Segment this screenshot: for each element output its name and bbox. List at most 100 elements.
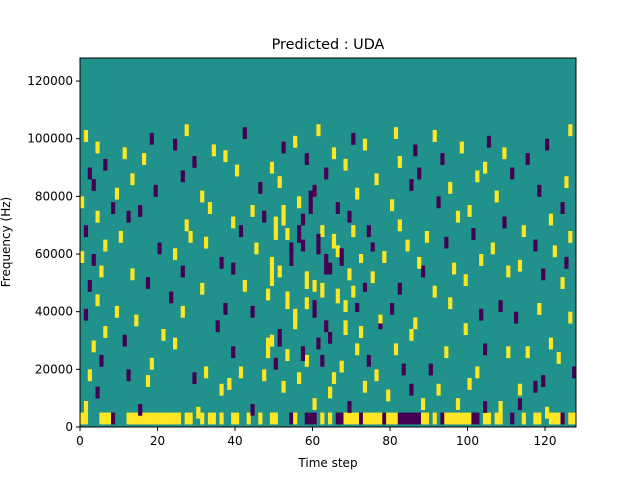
heatmap-cell xyxy=(362,282,368,292)
heatmap-cell xyxy=(184,124,189,137)
heatmap-cell xyxy=(324,254,329,275)
heatmap-cell xyxy=(316,337,321,350)
heatmap-cell xyxy=(145,375,151,387)
heatmap-cell xyxy=(320,354,325,367)
heatmap-cell xyxy=(417,167,422,180)
heatmap-cell xyxy=(184,219,189,232)
heatmap-cell xyxy=(142,153,147,165)
heatmap-cell xyxy=(413,317,418,330)
heatmap-cell xyxy=(273,216,278,240)
heatmap-cell xyxy=(537,184,542,197)
heatmap-cell xyxy=(351,225,356,238)
heatmap-cell xyxy=(188,230,193,243)
heatmap-cell xyxy=(192,156,197,168)
heatmap-cell xyxy=(169,412,174,425)
heatmap-cell xyxy=(335,245,340,258)
heatmap-cell xyxy=(277,176,282,189)
heatmap-cell xyxy=(153,184,158,197)
heatmap-cell xyxy=(541,268,546,281)
heatmap-cell xyxy=(498,300,503,312)
y-tick-label: 100000 xyxy=(27,132,73,146)
heatmap-cell xyxy=(444,412,449,425)
heatmap-cell xyxy=(304,153,309,165)
x-tick-label: 40 xyxy=(227,434,242,448)
heatmap-cell xyxy=(366,412,371,425)
heatmap-cell xyxy=(114,305,120,318)
heatmap-cell xyxy=(409,412,414,425)
heatmap-cell xyxy=(572,366,577,379)
heatmap-cell xyxy=(289,242,294,266)
heatmap-cell xyxy=(471,412,476,425)
heatmap-cell xyxy=(250,305,255,318)
y-axis: 0 20000 40000 60000 80000 100000 120000 xyxy=(27,74,80,434)
heatmap-cell xyxy=(130,268,135,281)
heatmap-cell xyxy=(467,412,472,425)
heatmap-cell xyxy=(312,398,317,410)
heatmap-cell xyxy=(517,383,523,396)
heatmap-cell xyxy=(448,181,453,194)
heatmap-cell xyxy=(103,326,108,338)
heatmap-cell xyxy=(83,225,89,238)
plot-frame xyxy=(79,57,577,428)
heatmap-cell xyxy=(393,343,399,356)
heatmap-cell xyxy=(560,412,565,425)
heatmap-cell xyxy=(312,412,317,425)
heatmap-cell xyxy=(490,242,495,255)
heatmap-cell xyxy=(436,196,441,209)
y-tick-label: 40000 xyxy=(35,305,73,319)
heatmap-cell xyxy=(219,256,224,269)
heatmap-cell xyxy=(149,412,154,425)
heatmap-cell xyxy=(564,256,569,269)
heatmap-cell xyxy=(99,265,104,278)
heatmap-cell xyxy=(432,412,437,425)
heatmap-cell xyxy=(316,124,321,137)
heatmap-cell xyxy=(370,412,375,425)
heatmap-cell xyxy=(250,205,255,217)
heatmap-cell xyxy=(308,412,313,425)
heatmap-cell xyxy=(269,161,275,174)
heatmap-cell xyxy=(157,242,162,255)
heatmap-cell xyxy=(331,147,337,160)
heatmap-cell xyxy=(405,412,410,425)
heatmap-cell xyxy=(409,328,414,341)
heatmap-cell xyxy=(223,150,228,163)
heatmap-cell xyxy=(300,346,306,361)
heatmap-cell xyxy=(452,412,457,425)
heatmap-cell xyxy=(444,236,449,249)
heatmap-cell xyxy=(424,230,430,243)
heatmap-cell xyxy=(200,412,205,425)
y-tick-label: 20000 xyxy=(35,362,73,376)
heatmap-cell xyxy=(362,138,368,151)
heatmap-cell xyxy=(114,187,120,200)
heatmap-cell xyxy=(134,412,139,425)
heatmap-cell xyxy=(269,334,275,347)
heatmap-cell xyxy=(436,383,441,396)
heatmap-cell xyxy=(533,412,538,425)
heatmap-cell xyxy=(99,354,104,367)
heatmap-cell xyxy=(227,377,232,390)
y-tick-label: 60000 xyxy=(35,247,73,261)
heatmap-cell xyxy=(173,138,178,151)
heatmap-cell xyxy=(390,303,395,315)
heatmap-cell xyxy=(180,265,185,278)
heatmap-cell xyxy=(285,291,290,310)
heatmap-cell xyxy=(196,406,201,419)
heatmap-cell xyxy=(312,184,317,197)
heatmap-cell xyxy=(149,132,154,145)
heatmap-cell xyxy=(176,412,182,425)
heatmap-cell xyxy=(339,248,344,261)
heatmap-cell xyxy=(413,412,418,425)
heatmap-cell xyxy=(300,239,306,252)
heatmap-cells xyxy=(80,124,577,425)
heatmap-cell xyxy=(440,153,445,165)
heatmap-cell xyxy=(215,320,220,333)
heatmap-cell xyxy=(537,303,542,315)
heatmap-cell xyxy=(223,303,228,315)
heatmap-cell xyxy=(355,303,360,312)
heatmap-cell xyxy=(138,403,143,416)
heatmap-cell xyxy=(180,170,185,183)
heatmap-cell xyxy=(432,130,437,142)
heatmap-cell xyxy=(80,412,85,425)
heatmap-cell xyxy=(359,326,364,338)
heatmap-cell xyxy=(262,369,267,382)
